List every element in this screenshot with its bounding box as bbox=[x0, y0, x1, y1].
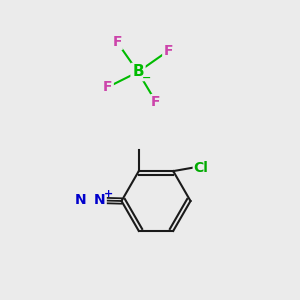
Text: +: + bbox=[104, 189, 113, 199]
Text: F: F bbox=[112, 35, 122, 49]
Text: F: F bbox=[163, 44, 173, 58]
Text: B: B bbox=[132, 64, 144, 80]
Text: F: F bbox=[103, 80, 113, 94]
Text: N: N bbox=[75, 193, 86, 207]
Text: −: − bbox=[142, 72, 151, 82]
Text: F: F bbox=[151, 95, 161, 109]
Text: Cl: Cl bbox=[194, 160, 208, 175]
Text: N: N bbox=[94, 194, 106, 207]
